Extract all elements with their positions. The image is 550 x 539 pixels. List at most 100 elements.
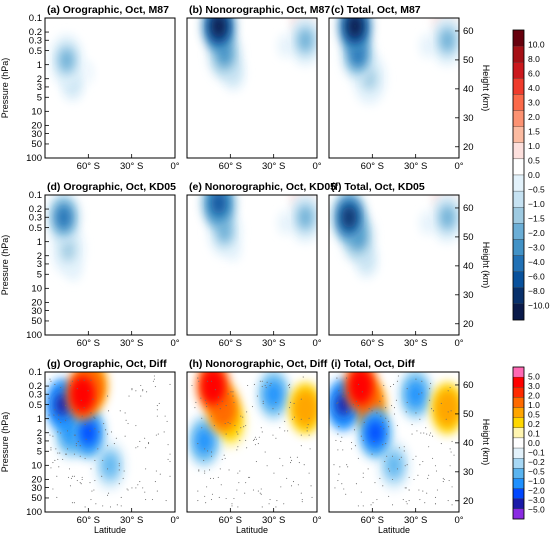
y-tick-label: 3 bbox=[37, 436, 42, 447]
stipple-dot bbox=[113, 443, 115, 445]
colorbar-label: −6.0 bbox=[528, 272, 545, 282]
stipple-dot bbox=[270, 382, 272, 384]
x-tick-label: 0° bbox=[170, 161, 179, 172]
colorbar-label: −0.5 bbox=[528, 467, 545, 477]
stipple-dot bbox=[107, 395, 109, 397]
stipple-dot bbox=[383, 384, 385, 387]
y-tick-label: 20 bbox=[31, 475, 42, 486]
stipple-dot bbox=[352, 403, 355, 406]
stipple-dot bbox=[80, 399, 82, 401]
stipple-dot bbox=[353, 429, 356, 431]
stipple-dot bbox=[448, 479, 450, 482]
stipple-dot bbox=[122, 477, 124, 479]
stipple-dot bbox=[118, 483, 120, 485]
stipple-dot bbox=[89, 482, 91, 484]
stipple-dot bbox=[207, 380, 209, 382]
stipple-dot bbox=[388, 468, 390, 470]
stipple-dot bbox=[434, 496, 437, 498]
stipple-dot bbox=[432, 435, 434, 437]
panel-a: (a) Orographic, Oct, M87 60° S 30° S 0° 0.1 0… bbox=[0, 4, 180, 172]
stipple-dot bbox=[346, 464, 348, 466]
stipple-dot bbox=[209, 477, 212, 479]
stipple-dot bbox=[264, 451, 266, 453]
colorbar-label: 5.0 bbox=[528, 372, 540, 382]
stipple-dot bbox=[311, 496, 313, 498]
stipple-dot bbox=[402, 499, 404, 501]
stipple-dot bbox=[120, 496, 122, 498]
stipple-dot bbox=[357, 405, 359, 407]
stipple-dot bbox=[335, 439, 337, 441]
colorbar-swatch bbox=[512, 376, 525, 388]
stipple-dot bbox=[232, 395, 234, 397]
stipple-dot bbox=[404, 465, 406, 467]
stipple-dot bbox=[204, 472, 206, 474]
stipple-dot bbox=[269, 499, 271, 501]
stipple-dot bbox=[154, 481, 156, 483]
stipple-dot bbox=[308, 434, 310, 436]
stipple-dot bbox=[169, 460, 171, 463]
y-right-tick-label: 50 bbox=[463, 55, 474, 66]
stipple-dot bbox=[87, 390, 89, 392]
stipple-dot bbox=[379, 477, 381, 479]
colorbar-swatch bbox=[512, 303, 525, 321]
stipple-dot bbox=[167, 458, 169, 460]
x-tick-label: 0° bbox=[454, 338, 463, 349]
y-axis-label: Pressure (hPa) bbox=[0, 412, 10, 473]
y-tick-label: 5 bbox=[37, 446, 42, 457]
panel-i: (i) Total, Oct, Diff 60° S 30° S 0° Latitude… bbox=[328, 358, 491, 535]
stipple-dot bbox=[417, 474, 419, 476]
y-tick-label: 0.1 bbox=[29, 13, 42, 24]
stipple-dot bbox=[71, 475, 73, 477]
stipple-dot bbox=[265, 387, 267, 389]
stipple-dot bbox=[434, 465, 437, 467]
y-tick-label: 50 bbox=[31, 493, 42, 504]
stipple-dot bbox=[422, 490, 424, 492]
stipple-dot bbox=[125, 419, 127, 421]
stipple-dot bbox=[296, 456, 298, 458]
stipple-dot bbox=[284, 430, 286, 432]
stipple-dot bbox=[301, 501, 303, 503]
y-tick-label: 0.1 bbox=[29, 190, 42, 201]
plot-frame bbox=[44, 194, 176, 336]
stipple-dot bbox=[214, 389, 216, 391]
stipple-dot bbox=[73, 434, 75, 436]
contour-blob bbox=[205, 374, 221, 398]
stipple-dot bbox=[261, 380, 263, 382]
stipple-dot bbox=[419, 499, 421, 501]
stipple-dot bbox=[60, 432, 62, 434]
x-tick-label: 30° S bbox=[120, 161, 143, 172]
stipple-dot bbox=[255, 460, 257, 463]
x-tick-label: 30° S bbox=[120, 515, 143, 526]
stipple-dot bbox=[338, 473, 340, 475]
contour-blob bbox=[56, 205, 71, 229]
stipple-dot bbox=[137, 484, 139, 486]
contour-blob bbox=[386, 453, 402, 478]
y-tick-label: 2 bbox=[37, 428, 42, 439]
colorbar-label: 3.0 bbox=[528, 381, 540, 391]
stipple-dot bbox=[405, 501, 407, 503]
stipple-dot bbox=[66, 453, 68, 455]
stipple-dot bbox=[389, 470, 391, 472]
stipple-dot bbox=[243, 426, 245, 428]
stipple-dot bbox=[65, 453, 67, 455]
stipple-dot bbox=[224, 457, 226, 459]
contour-field bbox=[333, 195, 459, 287]
stipple-dot bbox=[246, 411, 248, 413]
stipple-dot bbox=[101, 475, 103, 477]
stipple-dot bbox=[127, 489, 129, 491]
stipple-dot bbox=[156, 490, 158, 492]
contour-field bbox=[329, 372, 459, 492]
stipple-dot bbox=[49, 434, 51, 436]
stipple-dot bbox=[247, 384, 249, 387]
y-tick-label: 10 bbox=[31, 461, 42, 472]
colorbar-label: 0.2 bbox=[528, 419, 540, 429]
x-tick-label: 60° S bbox=[361, 338, 384, 349]
stipple-dot bbox=[361, 391, 363, 393]
x-tick-label: 30° S bbox=[262, 338, 285, 349]
stipple-dot bbox=[251, 406, 254, 408]
stipple-dot bbox=[131, 389, 133, 391]
colorbar-label: 1.0 bbox=[528, 400, 540, 410]
stipple-dot bbox=[74, 434, 76, 436]
stipple-dot bbox=[249, 476, 251, 478]
stipple-dot bbox=[396, 380, 398, 382]
